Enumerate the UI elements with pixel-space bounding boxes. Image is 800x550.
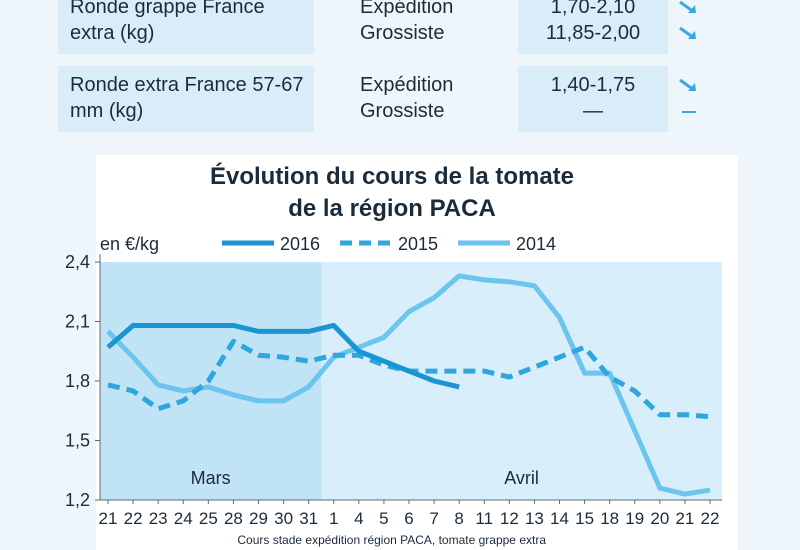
- x-tick-label: 13: [525, 509, 544, 528]
- y-tick-label: 2,4: [65, 252, 90, 272]
- product: Ronde grappe France extra (kg): [58, 0, 314, 54]
- stages: Expédition Grossiste: [320, 0, 512, 54]
- trend: [674, 66, 728, 132]
- price: 1,70-2,10: [550, 0, 636, 18]
- legend-label: 2016: [280, 234, 320, 254]
- x-tick-label: 14: [550, 509, 569, 528]
- x-tick-label: 25: [199, 509, 218, 528]
- x-tick-label: 6: [404, 509, 413, 528]
- x-tick-label: 31: [299, 509, 318, 528]
- x-tick-label: 29: [249, 509, 268, 528]
- x-tick-label: 1: [329, 509, 338, 528]
- x-tick-label: 21: [99, 509, 118, 528]
- x-tick-label: 11: [475, 509, 493, 528]
- y-tick-label: 1,2: [65, 490, 90, 510]
- x-tick-label: 22: [124, 509, 143, 528]
- x-tick-label: 21: [675, 509, 694, 528]
- y-tick-label: 1,5: [65, 431, 90, 451]
- stage: Grossiste: [360, 100, 445, 122]
- product: Ronde extra France 57-67 mm (kg): [58, 66, 314, 132]
- trend-icon: [679, 26, 696, 40]
- month-label: Mars: [191, 468, 231, 488]
- price: 1,40-1,75: [550, 74, 636, 96]
- x-tick-label: 20: [650, 509, 669, 528]
- trend-icon: [682, 111, 696, 113]
- x-tick-label: 23: [149, 509, 168, 528]
- trend-icon: [679, 78, 696, 92]
- series-line: [106, 322, 460, 390]
- x-tick-label: 19: [625, 509, 644, 528]
- x-tick-label: 30: [274, 509, 293, 528]
- x-tick-label: 15: [575, 509, 594, 528]
- chart-title: Évolution du cours de la tomate: [210, 162, 574, 190]
- stage: Expédition: [360, 74, 454, 96]
- trend-icon: [679, 0, 696, 14]
- trend: [674, 0, 728, 54]
- price: —: [583, 100, 603, 122]
- month-label: Avril: [504, 468, 539, 488]
- legend-label: 2015: [398, 234, 438, 254]
- prices: 1,70-2,10 11,85-2,00: [518, 0, 668, 54]
- x-tick-label: 8: [454, 509, 463, 528]
- y-tick-label: 2,1: [65, 312, 90, 332]
- stages: Expédition Grossiste: [320, 66, 512, 132]
- y-axis-label: en €/kg: [100, 234, 159, 254]
- x-tick-label: 4: [354, 509, 363, 528]
- legend-label: 2014: [516, 234, 556, 254]
- prices: 1,40-1,75 —: [518, 66, 668, 132]
- footer: Cours stade expédition région PACA, toma…: [237, 533, 546, 547]
- table-row: Ronde grappe France extra (kg) Expédition…: [58, 0, 728, 54]
- price: 11,85-2,00: [545, 22, 641, 44]
- x-tick-label: 24: [174, 509, 193, 528]
- y-tick-label: 1,8: [65, 371, 90, 391]
- x-tick-label: 18: [600, 509, 619, 528]
- x-tick-label: 12: [500, 509, 519, 528]
- series-line: [106, 273, 711, 497]
- table-row: Ronde extra France 57-67 mm (kg) Expéditi…: [58, 66, 728, 132]
- x-tick-label: 7: [429, 509, 438, 528]
- x-tick-label: 22: [701, 509, 720, 528]
- chart-title: de la région PACA: [288, 195, 496, 222]
- x-tick-label: 28: [224, 509, 243, 528]
- x-tick-label: 5: [379, 509, 388, 528]
- stage: Expédition: [360, 0, 454, 18]
- stage: Grossiste: [360, 22, 445, 44]
